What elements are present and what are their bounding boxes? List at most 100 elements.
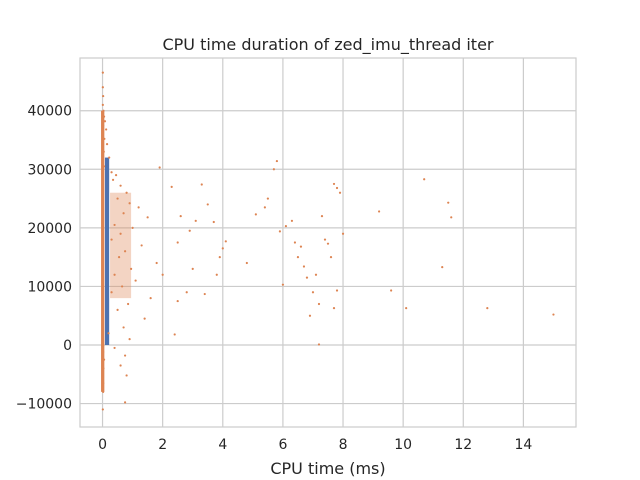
scatter-point	[314, 273, 318, 276]
scatter-point	[200, 183, 203, 186]
scatter-point	[113, 273, 116, 276]
scatter-point	[113, 346, 116, 350]
scatter-point	[134, 279, 137, 282]
scatter-point	[123, 250, 127, 253]
scatter-point	[119, 232, 122, 235]
scatter-point	[218, 256, 221, 259]
scatter-point	[110, 171, 113, 174]
scatter-point	[221, 247, 224, 250]
scatter-point	[116, 308, 119, 311]
y-tick-label: 30000	[27, 162, 72, 178]
scatter-point	[335, 289, 339, 292]
scatter-cluster-region	[110, 192, 132, 299]
scatter-point	[131, 226, 134, 229]
scatter-point	[119, 184, 122, 187]
scatter-point	[102, 94, 105, 98]
scatter-point	[125, 191, 128, 194]
y-tick-label: 0	[63, 338, 72, 354]
chart-title: CPU time duration of zed_imu_thread iter	[162, 35, 493, 55]
scatter-point	[120, 285, 124, 288]
scatter-point	[390, 289, 393, 292]
scatter-point	[123, 401, 127, 404]
scatter-point	[107, 332, 110, 335]
scatter-point	[128, 338, 131, 341]
scatter-point	[140, 244, 143, 247]
scatter-point	[311, 291, 315, 294]
scatter-point	[423, 178, 426, 181]
scatter-point	[317, 343, 321, 346]
scatter-point	[441, 266, 444, 269]
scatter-point	[103, 120, 107, 123]
scatter-point	[405, 307, 408, 310]
scatter-point	[185, 291, 188, 294]
scatter-point	[149, 297, 152, 300]
scatter-point	[125, 374, 128, 377]
scatter-point	[194, 219, 197, 222]
scatter-point	[450, 216, 453, 219]
scatter-point	[329, 256, 333, 259]
scatter-point	[179, 215, 182, 218]
scatter-point	[113, 223, 116, 227]
scatter-point	[176, 299, 179, 303]
scatter-point	[102, 358, 106, 361]
scatter-point	[161, 273, 164, 276]
scatter-point	[323, 238, 327, 241]
scatter-point	[215, 273, 218, 276]
scatter-point	[101, 86, 104, 89]
scatter-point	[176, 241, 179, 244]
scatter-point	[102, 165, 106, 168]
scatter-point	[143, 317, 146, 320]
scatter-point	[338, 191, 342, 194]
scatter-point	[447, 201, 450, 204]
x-axis-label: CPU time (ms)	[270, 459, 385, 478]
scatter-point	[126, 302, 130, 306]
x-tick-label: 8	[339, 437, 348, 453]
scatter-point	[102, 381, 105, 385]
scatter-point	[305, 276, 309, 279]
x-tick-label: 10	[394, 437, 412, 453]
y-tick-label: −10000	[16, 397, 72, 413]
x-tick-label: 0	[98, 437, 107, 453]
x-tick-label: 14	[514, 437, 532, 453]
scatter-point	[317, 302, 321, 306]
scatter-point	[335, 186, 339, 190]
scatter-point	[266, 197, 269, 200]
scatter-point	[110, 238, 113, 241]
scatter-point	[332, 182, 336, 186]
scatter-point	[137, 206, 140, 209]
scatter-point	[254, 213, 257, 216]
x-tick-label: 12	[454, 437, 472, 453]
y-tick-label: 20000	[27, 221, 72, 237]
scatter-point	[341, 232, 345, 235]
scatter-point	[290, 219, 294, 222]
scatter-point	[123, 354, 127, 357]
scatter-point	[117, 256, 121, 259]
y-tick-label: 10000	[27, 279, 72, 295]
scatter-point	[245, 261, 248, 265]
scatter-point	[203, 292, 206, 296]
scatter-point	[308, 314, 312, 317]
scatter-point	[122, 212, 125, 215]
scatter-point	[111, 178, 115, 181]
scatter-point	[191, 267, 194, 270]
scatter-point	[188, 229, 191, 232]
scatter-point	[173, 333, 176, 336]
y-tick-labels: −10000 0 10000 20000 30000 40000	[16, 104, 72, 413]
scatter-point	[486, 307, 489, 310]
scatter-point	[102, 350, 105, 354]
scatter-point	[102, 109, 105, 112]
x-tick-label: 6	[278, 437, 287, 453]
scatter-point	[102, 367, 105, 370]
scatter-point	[263, 206, 266, 209]
scatter-point	[378, 210, 381, 213]
scatter-point	[130, 267, 133, 270]
scatter-point	[302, 265, 306, 268]
scatter-point	[108, 156, 111, 159]
scatter-point	[101, 408, 104, 411]
x-tick-label: 4	[218, 437, 227, 453]
bar	[104, 157, 110, 345]
scatter-point	[212, 220, 215, 224]
scatter-band-near-zero	[101, 110, 105, 392]
scatter-point	[101, 103, 104, 106]
